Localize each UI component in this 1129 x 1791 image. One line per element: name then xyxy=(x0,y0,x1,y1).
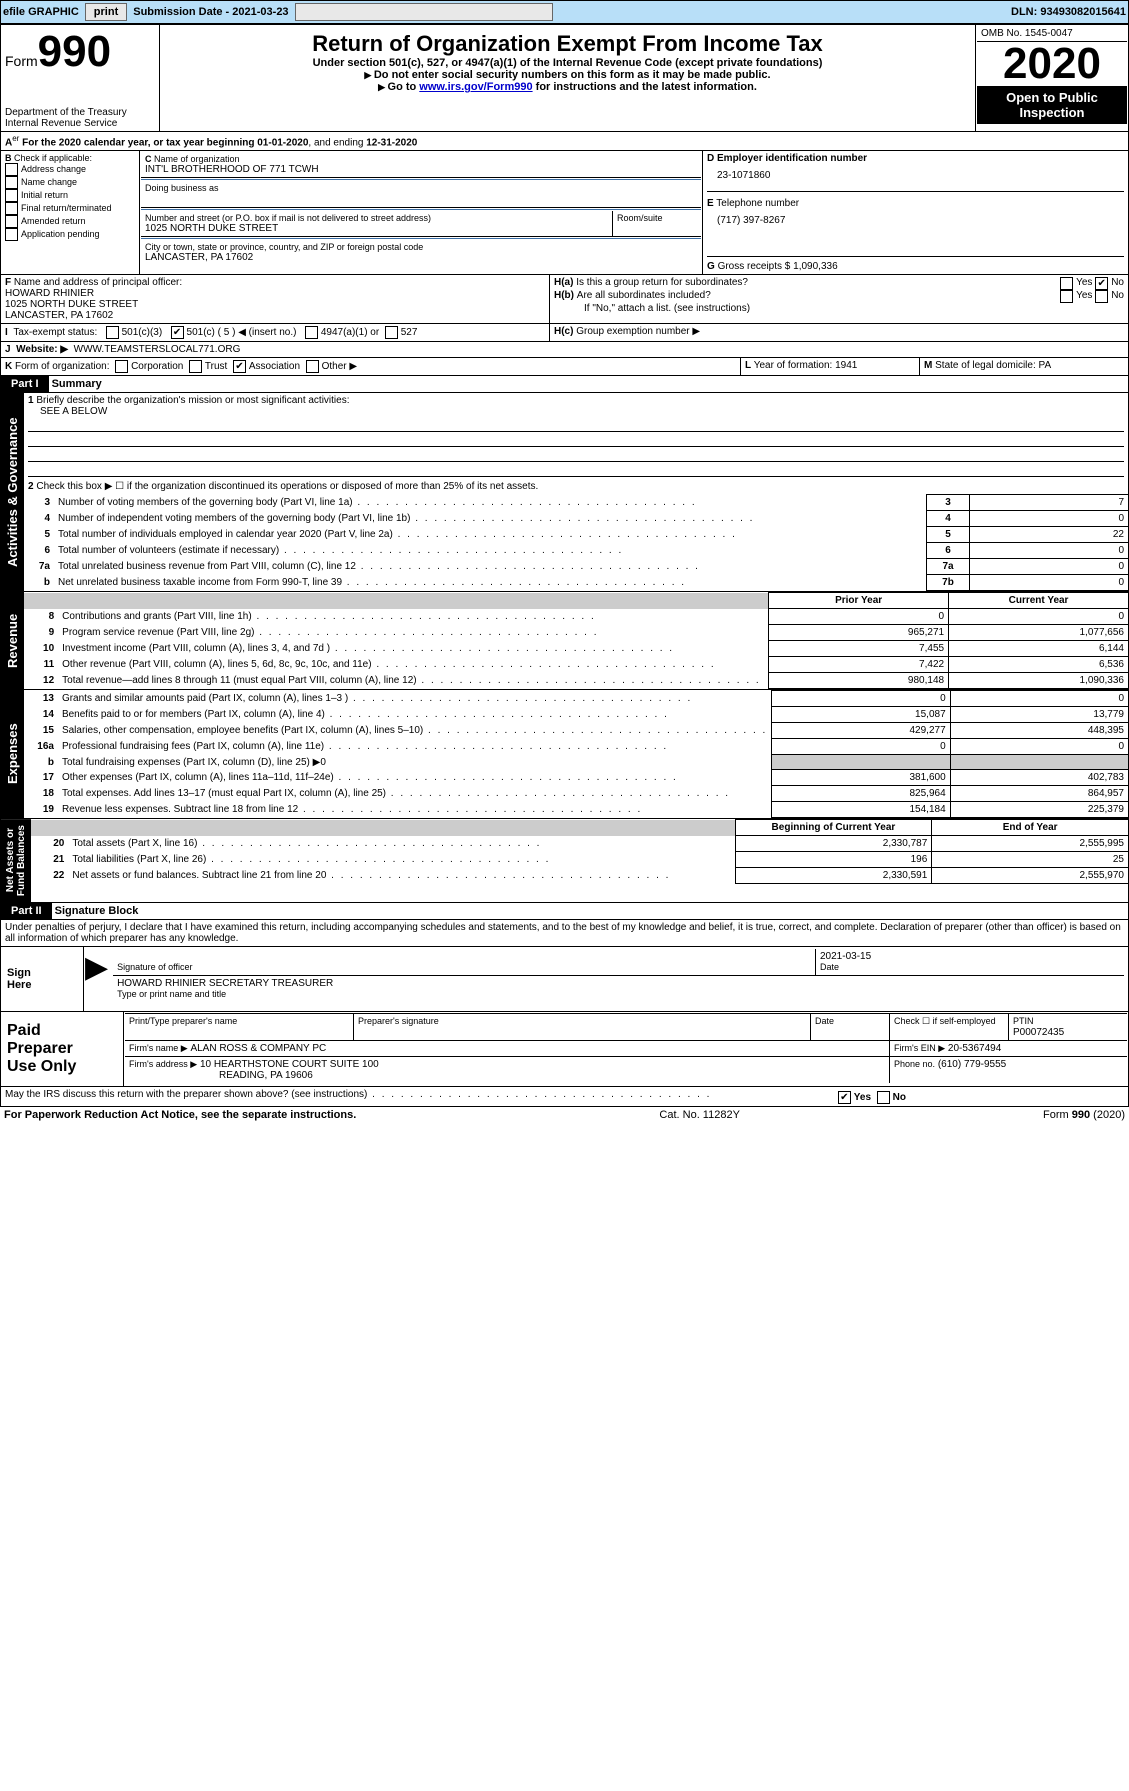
part1-header: Part I Summary xyxy=(0,376,1129,392)
summary-row: 6Total number of volunteers (estimate if… xyxy=(24,543,1128,559)
form-title-cell: Return of Organization Exempt From Incom… xyxy=(160,25,976,132)
data-row: bTotal fundraising expenses (Part IX, co… xyxy=(24,755,1128,770)
data-row: 11Other revenue (Part VIII, column (A), … xyxy=(24,657,1128,673)
vlabel-revenue: Revenue xyxy=(1,592,24,689)
footer: For Paperwork Reduction Act Notice, see … xyxy=(0,1107,1129,1123)
paid-preparer-label: Paid Preparer Use Only xyxy=(1,1012,124,1087)
checkbox-item[interactable]: Address change xyxy=(5,163,135,176)
sign-here-label: Sign Here xyxy=(1,947,84,1012)
section-i: I Tax-exempt status: 501(c)(3) ✔501(c) (… xyxy=(1,324,550,342)
summary-row: 4Number of independent voting members of… xyxy=(24,511,1128,527)
summary-row: 7aTotal unrelated business revenue from … xyxy=(24,559,1128,575)
vlabel-activities: Activities & Governance xyxy=(1,393,24,591)
data-row: 13Grants and similar amounts paid (Part … xyxy=(24,691,1128,707)
section-l: L Year of formation: 1941 xyxy=(741,358,920,376)
data-row: 14Benefits paid to or for members (Part … xyxy=(24,707,1128,723)
discuss-line: May the IRS discuss this return with the… xyxy=(0,1087,1129,1107)
vlabel-expenses: Expenses xyxy=(1,690,24,818)
dept-treasury: Department of the Treasury Internal Reve… xyxy=(5,107,155,129)
section-c: C Name of organization INT'L BROTHERHOOD… xyxy=(140,151,703,275)
checkbox-item[interactable]: Initial return xyxy=(5,189,135,202)
summary-row: 3Number of voting members of the governi… xyxy=(24,495,1128,511)
sign-arrow-icon: ▶ xyxy=(84,947,110,1012)
form-title: Return of Organization Exempt From Incom… xyxy=(164,27,971,57)
summary-row: bNet unrelated business taxable income f… xyxy=(24,575,1128,591)
data-row: 17Other expenses (Part IX, column (A), l… xyxy=(24,770,1128,786)
data-row: 9Program service revenue (Part VIII, lin… xyxy=(24,625,1128,641)
data-row: 20Total assets (Part X, line 16)2,330,78… xyxy=(31,836,1128,852)
data-row: 21Total liabilities (Part X, line 26)196… xyxy=(31,852,1128,868)
data-row: 10Investment income (Part VIII, column (… xyxy=(24,641,1128,657)
section-deg: D Employer identification number 23-1071… xyxy=(703,151,1129,275)
year-cell: OMB No. 1545-0047 2020 Open to Public In… xyxy=(976,25,1129,132)
checkbox-item[interactable]: Application pending xyxy=(5,228,135,241)
checkbox-item[interactable]: Final return/terminated xyxy=(5,202,135,215)
print-button[interactable]: print xyxy=(85,3,127,21)
data-row: 19Revenue less expenses. Subtract line 1… xyxy=(24,802,1128,818)
tax-year-line: Aer For the 2020 calendar year, or tax y… xyxy=(0,132,1129,151)
summary-row: 5Total number of individuals employed in… xyxy=(24,527,1128,543)
data-row: 16aProfessional fundraising fees (Part I… xyxy=(24,739,1128,755)
data-row: 12Total revenue—add lines 8 through 11 (… xyxy=(24,673,1128,689)
section-b: B Check if applicable: Address changeNam… xyxy=(1,151,140,275)
section-hc: H(c) Group exemption number ▶ xyxy=(550,324,1129,342)
dln: DLN: 93493082015641 xyxy=(1011,6,1126,18)
section-m: M State of legal domicile: PA xyxy=(920,358,1129,376)
checkbox-item[interactable]: Amended return xyxy=(5,215,135,228)
data-row: 8Contributions and grants (Part VIII, li… xyxy=(24,609,1128,625)
section-k: K Form of organization: Corporation Trus… xyxy=(1,358,741,376)
blank-button[interactable] xyxy=(295,3,553,21)
irs-link[interactable]: www.irs.gov/Form990 xyxy=(419,81,532,93)
section-j: J Website: ▶ WWW.TEAMSTERSLOCAL771.ORG xyxy=(0,342,1129,358)
data-row: 18Total expenses. Add lines 13–17 (must … xyxy=(24,786,1128,802)
part2-header: Part II Signature Block xyxy=(0,903,1129,919)
vlabel-netassets: Net Assets or Fund Balances xyxy=(1,819,31,902)
perjury-text: Under penalties of perjury, I declare th… xyxy=(0,919,1129,947)
efile-label: efile GRAPHIC xyxy=(3,6,79,18)
checkbox-item[interactable]: Name change xyxy=(5,176,135,189)
top-toolbar: efile GRAPHIC print Submission Date - 20… xyxy=(0,0,1129,24)
section-f: F Name and address of principal officer:… xyxy=(1,275,550,324)
data-row: 15Salaries, other compensation, employee… xyxy=(24,723,1128,739)
section-h: H(a) Is this a group return for subordin… xyxy=(550,275,1129,324)
submission-label: Submission Date - 2021-03-23 xyxy=(133,6,288,18)
form-number-cell: Form990 Department of the Treasury Inter… xyxy=(1,25,160,132)
data-row: 22Net assets or fund balances. Subtract … xyxy=(31,868,1128,884)
